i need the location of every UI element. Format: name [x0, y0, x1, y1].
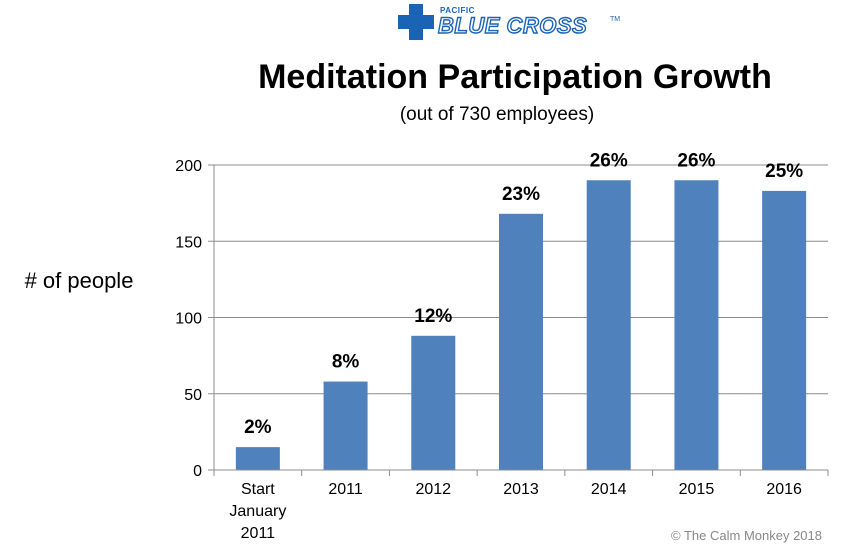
x-tick-label-line: 2014: [591, 481, 627, 498]
x-tick-label: 2014: [591, 481, 627, 498]
bar: [674, 180, 719, 470]
x-tick-label: 2012: [415, 481, 451, 498]
data-label: 25%: [765, 161, 803, 182]
data-labels: 2% 8% 12% 23% 26% 26% 25%: [244, 150, 803, 438]
cross-icon: [398, 4, 434, 40]
x-tick-label: 2011: [328, 481, 363, 498]
data-label: 26%: [590, 150, 628, 171]
pacific-blue-cross-logo: PACIFIC BLUE CROSS TM: [398, 4, 628, 44]
logo-trademark: TM: [610, 16, 621, 23]
x-tick-label: Start January 2011: [229, 481, 286, 542]
data-label: 23%: [502, 184, 540, 205]
axes: [213, 165, 828, 471]
bar: [235, 447, 280, 470]
bar: [586, 180, 631, 470]
bar: [499, 213, 543, 471]
x-tick-label-line: 2012: [415, 481, 451, 498]
x-tick-label-line: 2016: [766, 481, 802, 498]
bar: [323, 381, 368, 470]
x-tick-label-line: 2011: [328, 481, 363, 498]
x-tick-label: 2016: [766, 481, 802, 498]
x-tick-label-line: 2011: [241, 525, 276, 542]
chart-subtitle: (out of 730 employees): [400, 104, 594, 125]
bar: [411, 335, 456, 470]
data-label: 2%: [244, 417, 272, 438]
y-tick-label: 50: [184, 387, 202, 404]
data-label: 8%: [332, 352, 360, 373]
data-label: 26%: [677, 150, 715, 171]
data-label: 12%: [414, 306, 452, 327]
y-tick-label: 0: [193, 463, 202, 480]
y-axis-label: # of people: [25, 268, 134, 293]
x-tick-label-line: 2015: [679, 481, 715, 498]
bar: [762, 190, 807, 471]
x-tick-label: 2015: [679, 481, 715, 498]
bars: [235, 180, 807, 471]
y-tick-labels: 0 50 100 150 200: [175, 158, 202, 480]
logo-small-text: PACIFIC: [440, 6, 475, 15]
y-tick-label: 150: [175, 234, 202, 251]
x-tick-label-line: Start: [241, 481, 275, 498]
x-tick-labels: Start January 2011 2011 2012 2013 2014 2015 2016: [229, 481, 802, 542]
x-tick-label-line: January: [229, 503, 286, 520]
logo-big-text: BLUE CROSS: [437, 13, 588, 38]
copyright-text: © The Calm Monkey 2018: [671, 528, 822, 543]
y-tick-label: 200: [175, 158, 202, 175]
chart-title: Meditation Participation Growth: [258, 58, 772, 96]
x-tick-label-line: 2013: [503, 481, 539, 498]
x-tick-label: 2013: [503, 481, 539, 498]
y-tick-label: 100: [175, 311, 202, 328]
